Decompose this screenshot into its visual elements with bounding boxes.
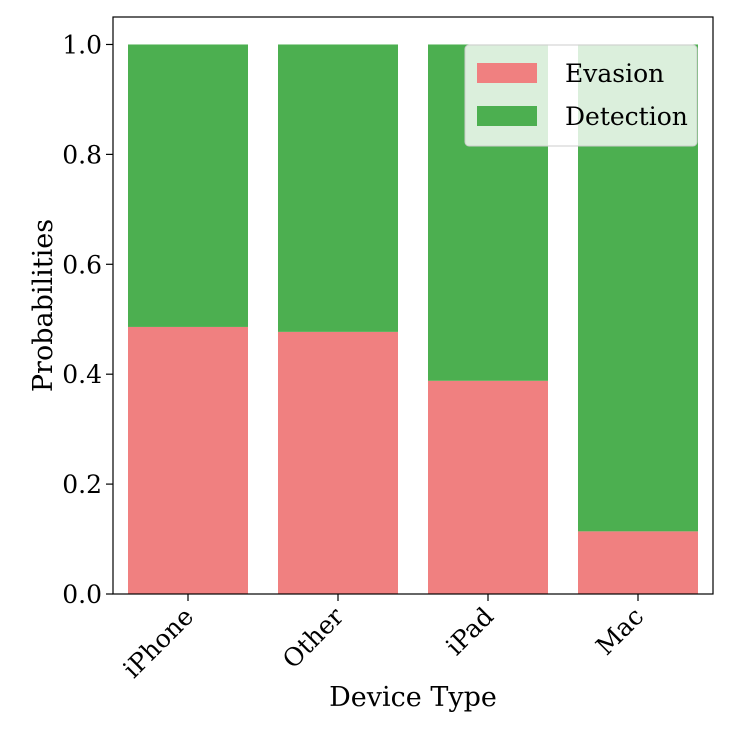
- y-tick-label: 1.0: [62, 30, 102, 59]
- y-tick-label: 0.8: [62, 140, 102, 169]
- x-axis: iPhone Other iPad Mac: [117, 594, 649, 684]
- legend-swatch-evasion: [477, 63, 537, 83]
- bar-evasion-iphone: [128, 326, 248, 594]
- y-tick-label: 0.0: [62, 580, 102, 609]
- y-axis-title: Probabilities: [28, 219, 59, 392]
- x-tick-label: iPad: [440, 602, 499, 661]
- bar-evasion-other: [278, 331, 398, 594]
- y-tick-label: 0.4: [62, 360, 102, 389]
- legend-label-detection: Detection: [565, 102, 688, 131]
- bar-detection-other: [278, 44, 398, 332]
- bar-evasion-mac: [578, 531, 698, 594]
- x-tick-label: iPhone: [117, 602, 199, 684]
- x-tick-label: Mac: [590, 602, 649, 661]
- y-axis: 0.0 0.2 0.4 0.6 0.8 1.0: [62, 30, 113, 609]
- legend: Evasion Detection: [464, 44, 698, 147]
- y-tick-label: 0.6: [62, 250, 102, 279]
- plot-area-frame: [112, 16, 714, 595]
- x-axis-title: Device Type: [329, 682, 497, 713]
- legend-label-evasion: Evasion: [565, 59, 664, 88]
- bar-detection-iphone: [128, 44, 248, 327]
- x-tick-label: Other: [277, 602, 349, 674]
- y-tick-label: 0.2: [62, 470, 102, 499]
- bar-evasion-ipad: [428, 380, 548, 594]
- legend-swatch-detection: [477, 106, 537, 126]
